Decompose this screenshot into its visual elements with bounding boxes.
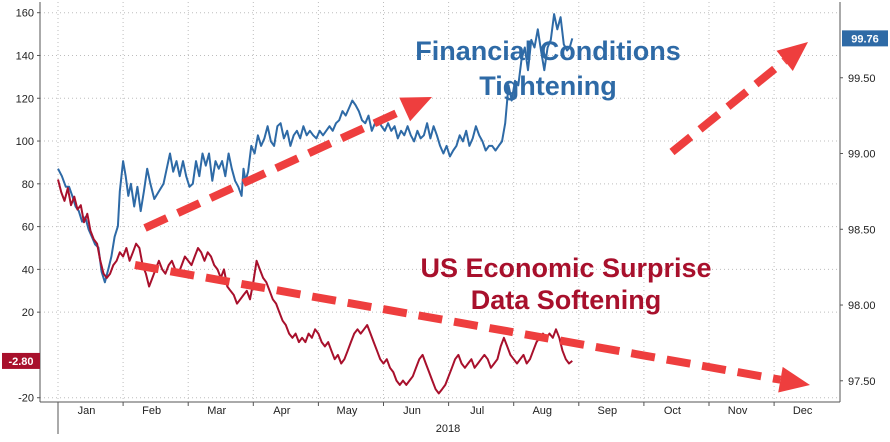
annotation-blue-line1: Financial Conditions — [415, 36, 681, 66]
annotations: Financial Conditions Tightening US Econo… — [415, 36, 711, 315]
x-tick-label: Sep — [598, 405, 618, 417]
y-left-tick-label: 20 — [22, 307, 34, 319]
arrow-blue-rise-2-shaft — [669, 57, 788, 156]
series-line-right — [57, 13, 574, 284]
x-tick-label: Dec — [793, 405, 813, 417]
y-right-tick-label: 99.50 — [848, 73, 876, 85]
x-tick-label: Aug — [532, 405, 552, 417]
year-label: 2018 — [436, 423, 460, 435]
y-right-tick-label: 98.00 — [848, 300, 876, 312]
x-tick-label: Oct — [664, 405, 681, 417]
x-tick-label: Feb — [142, 405, 161, 417]
trend-arrows — [134, 42, 810, 393]
last-value-badge-left — [2, 352, 40, 369]
annotation-blue-line2: Tightening — [479, 71, 616, 101]
y-right-tick-label: 99.00 — [848, 149, 876, 161]
y-left-tick-label: 100 — [16, 136, 34, 148]
annotation-red-line1: US Economic Surprise — [420, 253, 711, 283]
y-left-tick-label: 140 — [16, 50, 34, 62]
y-right-tick-label: 98.50 — [848, 224, 876, 236]
x-tick-label: Jul — [470, 405, 484, 417]
last-value-badge-right — [842, 30, 888, 47]
last-value-text-right: 99.76 — [851, 33, 879, 45]
axes: -20 20 40 60 80 100 120 140 160 97.50 98.00 98.50 99… — [16, 2, 876, 435]
arrow-blue-rise-1-shaft — [143, 105, 407, 232]
y-left-tick-label: 40 — [22, 264, 34, 276]
arrow-red-decline-shaft — [134, 261, 782, 384]
last-value-badges: 99.76 -2.80 — [2, 30, 888, 369]
x-tick-label: Jun — [403, 405, 421, 417]
y-left-tick-label: 120 — [16, 93, 34, 105]
arrow-blue-rise-2-head — [776, 42, 808, 71]
y-left-tick-label: 160 — [16, 8, 34, 20]
y-left-tick-label: 60 — [22, 222, 34, 234]
x-tick-label: Nov — [728, 405, 748, 417]
y-left-tick-label: -20 — [18, 393, 34, 405]
arrow-blue-rise-1-head — [399, 97, 432, 122]
x-tick-label: Mar — [207, 405, 226, 417]
y-right-tick-label: 97.50 — [848, 376, 876, 388]
arrow-red-decline-head — [778, 366, 810, 393]
x-tick-label: Jan — [78, 405, 96, 417]
gridlines — [40, 2, 840, 402]
x-tick-label: May — [337, 405, 358, 417]
x-tick-label: Apr — [273, 405, 290, 417]
y-left-tick-label: 80 — [22, 179, 34, 191]
last-value-text-left: -2.80 — [8, 356, 33, 368]
annotation-red-line2: Data Softening — [471, 285, 662, 315]
